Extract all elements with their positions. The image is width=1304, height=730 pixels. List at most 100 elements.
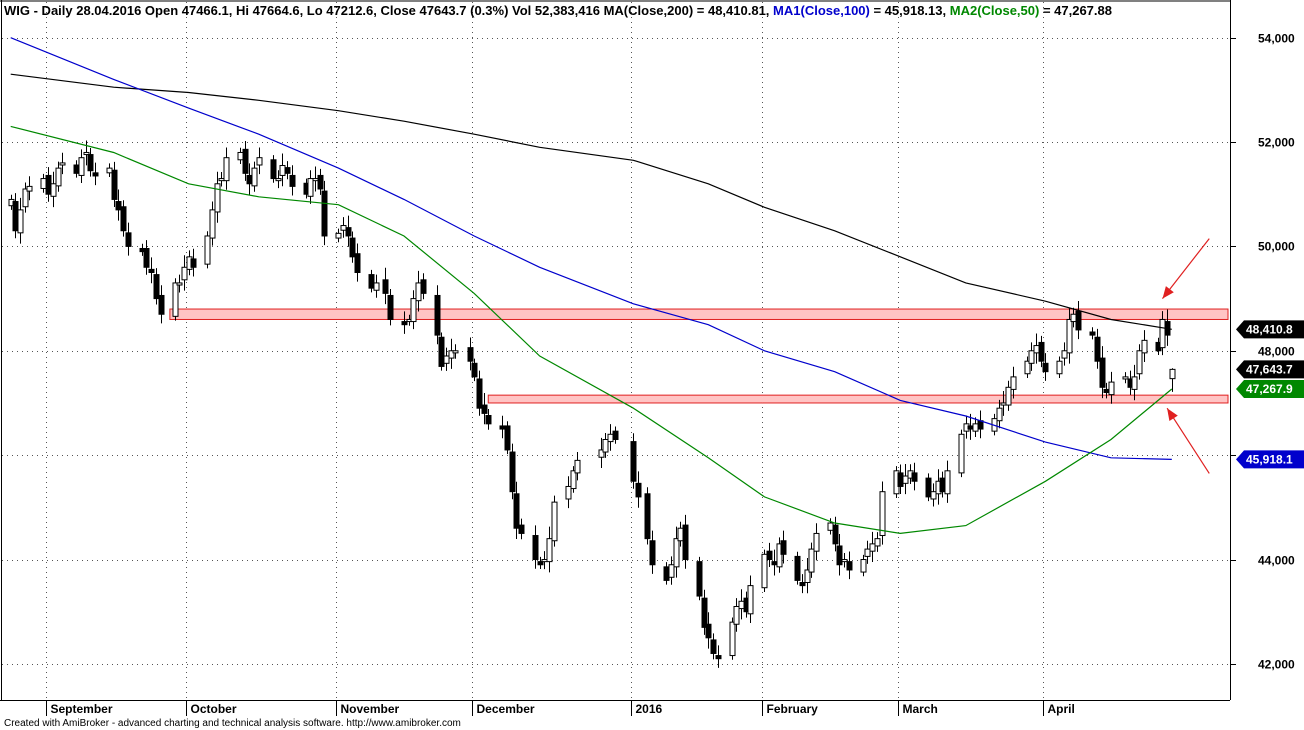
candle-down — [799, 581, 806, 587]
value-tag-label: 47,267.9 — [1246, 382, 1293, 396]
candle-up — [1056, 360, 1063, 375]
candle-down — [434, 294, 441, 336]
ma-line — [10, 37, 1172, 460]
candle-up — [373, 282, 380, 291]
candle-down — [345, 227, 352, 237]
candle-up — [827, 522, 834, 531]
candle-up — [874, 538, 881, 547]
candle-up — [275, 178, 282, 182]
candle-down — [1103, 388, 1110, 394]
candle-up — [26, 185, 33, 192]
value-tag-label: 47,643.7 — [1246, 362, 1293, 376]
y-axis: 42,00044,00046,00048,00050,00052,00054,0… — [1230, 32, 1295, 672]
candle-up — [1108, 381, 1115, 396]
candle-down — [1042, 362, 1049, 373]
candle-down — [832, 524, 839, 545]
candle-down — [1099, 357, 1106, 388]
candles — [8, 140, 1176, 668]
candle-up — [307, 178, 314, 197]
candle-up — [668, 564, 675, 578]
candle-down — [897, 472, 904, 487]
candle-up — [22, 188, 29, 208]
value-tag: 48,410.8 — [1236, 320, 1304, 339]
candle-up — [607, 433, 614, 443]
candle-up — [448, 350, 455, 359]
candle-down — [321, 190, 328, 237]
candle-down — [368, 274, 375, 289]
candle-down — [73, 164, 80, 174]
candle-down — [111, 169, 118, 200]
candle-up — [565, 485, 572, 500]
candle-down — [846, 561, 853, 571]
candle-up — [1010, 376, 1017, 390]
candle-up — [602, 439, 609, 453]
chart-header: WIG - Daily 28.04.2016 Open 47466.1, Hi … — [4, 3, 1112, 18]
candle-up — [879, 491, 886, 537]
candle-up — [214, 183, 221, 213]
x-axis: September October November December 2016 Febr… — [46, 700, 1075, 716]
candle-up — [1033, 345, 1040, 354]
candle-up — [808, 548, 815, 573]
candle-up — [869, 543, 876, 552]
candle-up — [1131, 376, 1138, 390]
candle-up — [1141, 339, 1148, 354]
candle-up — [860, 559, 867, 573]
candle-down — [509, 451, 516, 493]
candle-down — [715, 655, 722, 660]
y-tick-label: 44,000 — [1258, 554, 1295, 568]
header-ma200-text: MA(Close,200) = 48,410.81, — [604, 3, 770, 18]
candle-down — [115, 201, 122, 211]
candle-up — [55, 167, 62, 187]
header-ma50-label: MA2(Close,50) — [950, 3, 1040, 18]
candle-down — [190, 258, 197, 268]
candle-down — [246, 174, 253, 185]
header-ma100-value: = 45,918.13, — [870, 3, 946, 18]
x-tick-label: September — [51, 702, 113, 716]
candle-down — [148, 268, 155, 273]
candle-up — [312, 178, 319, 182]
candle-down — [125, 232, 132, 247]
candle-down — [504, 425, 511, 451]
header-info: - Daily 28.04.2016 Open 47466.1, Hi 4766… — [30, 3, 600, 18]
ma-line — [10, 125, 1173, 535]
candle-up — [1000, 402, 1007, 406]
candle-up — [172, 282, 179, 317]
value-tags: 48,410.8 47,643.7 47,267.9 45,918.1 — [1236, 320, 1304, 469]
candle-down — [780, 540, 787, 555]
candle-up — [813, 532, 820, 552]
candle-up — [50, 183, 57, 197]
candle-up — [1169, 368, 1176, 380]
candle-up — [223, 157, 230, 182]
candle-up — [930, 491, 937, 500]
x-tick-label: November — [341, 702, 400, 716]
candle-up — [673, 538, 680, 568]
header-symbol: WIG — [4, 3, 30, 18]
candle-down — [481, 404, 488, 414]
candle-down — [766, 550, 773, 561]
header-ma100-label: MA1(Close,100) — [773, 3, 870, 18]
x-tick-label: October — [191, 702, 237, 716]
candle-up — [1066, 318, 1073, 354]
candle-up — [279, 165, 286, 176]
value-tag-bg — [1236, 320, 1304, 339]
candle-down — [644, 493, 651, 540]
candle-down — [242, 148, 249, 174]
candle-down — [387, 294, 394, 320]
candle-down — [12, 201, 19, 232]
candle-down — [471, 362, 478, 378]
x-tick-label: February — [767, 702, 819, 716]
candle-down — [499, 425, 506, 430]
candle-down — [967, 425, 974, 430]
annotation-arrows — [1161, 238, 1210, 474]
price-zone — [169, 308, 1229, 320]
candle-down — [518, 524, 525, 534]
candle-up — [335, 232, 342, 239]
candle-down — [87, 154, 94, 172]
candle-down — [911, 472, 918, 482]
value-tag: 45,918.1 — [1236, 450, 1304, 469]
candle-up — [59, 162, 66, 166]
y-tick-label: 42,000 — [1258, 658, 1295, 672]
